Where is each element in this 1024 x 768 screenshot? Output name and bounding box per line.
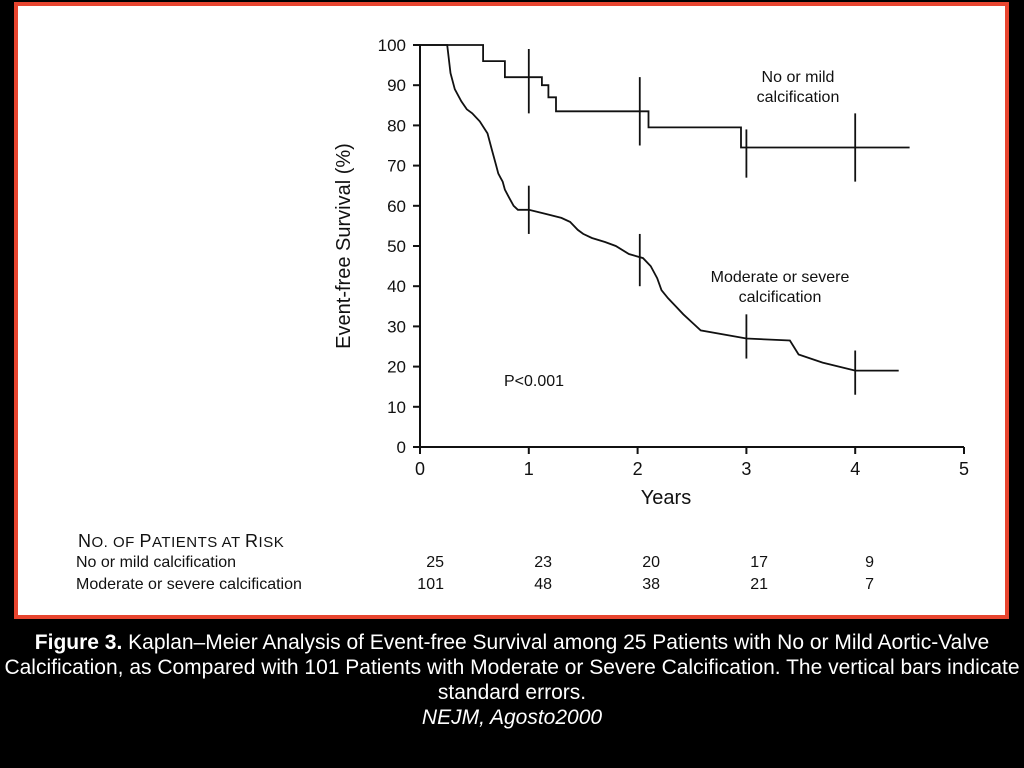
risk-value-severe-1: 48	[534, 576, 552, 593]
series-label-0-line2: calcification	[757, 89, 840, 106]
x-tick-label-0: 0	[415, 459, 425, 479]
y-tick-label-0: 0	[397, 438, 406, 457]
risk-value-severe-4: 7	[865, 576, 874, 593]
risk-row-label-mild: No or mild calcification	[76, 554, 237, 571]
p-value-annotation: P<0.001	[504, 373, 564, 390]
caption-source: NEJM, Agosto2000	[421, 706, 603, 729]
y-tick-label-7: 70	[387, 157, 406, 176]
caption-text: Figure 3. Kaplan–Meier Analysis of Event…	[4, 631, 1019, 704]
series-line-1	[420, 44, 899, 372]
risk-row-label-severe: Moderate or severe calcification	[76, 576, 302, 593]
chart-labels: Years Event-free Survival (%) P<0.001 No or…	[333, 69, 849, 509]
y-axis-label: Event-free Survival (%)	[333, 143, 355, 349]
caption-body: Kaplan–Meier Analysis of Event-free Surv…	[4, 631, 1020, 704]
x-tick-label-5: 5	[959, 459, 969, 479]
risk-value-mild-1: 23	[534, 554, 552, 571]
caption-figure-label: Figure 3.	[34, 631, 123, 654]
chart-marks	[420, 44, 910, 395]
x-tick-label-1: 1	[524, 459, 534, 479]
series-label-0-line1: No or mild	[762, 69, 835, 86]
series-label-1-line1: Moderate or severe	[711, 269, 850, 286]
series-label-1-line2: calcification	[739, 289, 822, 306]
risk-value-mild-2: 20	[642, 554, 660, 571]
y-tick-label-5: 50	[387, 237, 406, 256]
x-tick-label-2: 2	[633, 459, 643, 479]
y-tick-label-1: 10	[387, 398, 406, 417]
x-tick-label-4: 4	[850, 459, 860, 479]
risk-table-title: NO. OF PATIENTS AT RISK	[78, 531, 285, 551]
risk-value-severe-2: 38	[642, 576, 660, 593]
risk-value-severe-3: 21	[750, 576, 768, 593]
series-line-0	[420, 44, 910, 149]
x-axis-label: Years	[641, 487, 691, 509]
figure-caption: Figure 3. Kaplan–Meier Analysis of Event…	[0, 630, 1024, 730]
x-tick-label-3: 3	[741, 459, 751, 479]
figure-panel: 0 1 2 3 4 5 0 10 20 30 40 50 60 70 80 90 100 Years Event-…	[14, 2, 1009, 619]
risk-value-severe-0: 101	[417, 576, 444, 593]
y-tick-label-6: 60	[387, 197, 406, 216]
y-tick-label-2: 20	[387, 358, 406, 377]
risk-value-mild-3: 17	[750, 554, 768, 571]
risk-value-mild-0: 25	[426, 554, 444, 571]
y-tick-label-4: 40	[387, 277, 406, 296]
y-tick-label-8: 80	[387, 116, 406, 135]
y-tick-label-10: 100	[378, 36, 406, 55]
risk-value-mild-4: 9	[865, 554, 874, 571]
y-tick-label-3: 30	[387, 317, 406, 336]
y-tick-label-9: 90	[387, 76, 406, 95]
